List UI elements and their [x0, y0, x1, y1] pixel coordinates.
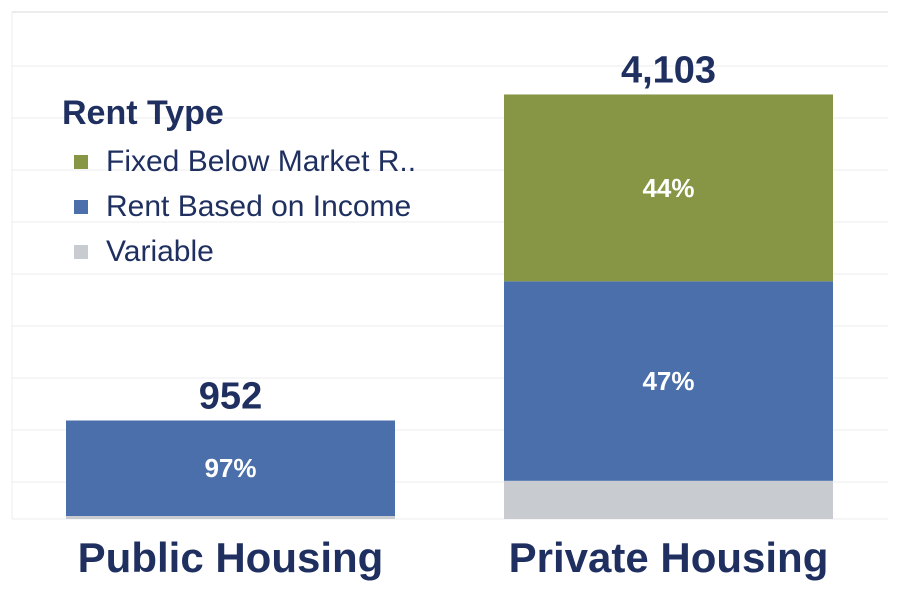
category-label: Public Housing [78, 534, 384, 581]
legend-swatch-income [74, 199, 88, 214]
bar-segment-variable [504, 480, 833, 519]
total-label: 952 [199, 375, 262, 417]
bar-segment-variable [66, 515, 395, 519]
legend-item-income: Rent Based on Income [62, 184, 416, 229]
bar-segment-fixed [504, 94, 833, 282]
legend: Rent Type Fixed Below Market R.. Rent Ba… [62, 94, 416, 274]
data-label: 47% [642, 366, 694, 396]
legend-label-fixed: Fixed Below Market R.. [106, 144, 417, 178]
legend-title: Rent Type [62, 94, 224, 132]
legend-item-variable: Variable [62, 229, 416, 274]
data-label: 44% [642, 173, 694, 203]
legend-item-fixed: Fixed Below Market R.. [62, 139, 416, 184]
total-label: 4,103 [621, 49, 716, 91]
data-label: 97% [204, 453, 256, 483]
category-labels: Public Housing Private Housing [78, 534, 829, 581]
legend-label-income: Rent Based on Income [106, 189, 412, 223]
legend-swatch-variable [74, 244, 88, 259]
bar-segment-income [504, 281, 833, 481]
bars [66, 94, 833, 519]
bar-segment-income [66, 420, 395, 516]
bar-labels: 97% 952 47% 44% 4,103 [199, 49, 716, 483]
legend-swatch-fixed [74, 154, 88, 169]
category-label: Private Housing [509, 534, 829, 581]
legend-label-variable: Variable [106, 234, 214, 268]
